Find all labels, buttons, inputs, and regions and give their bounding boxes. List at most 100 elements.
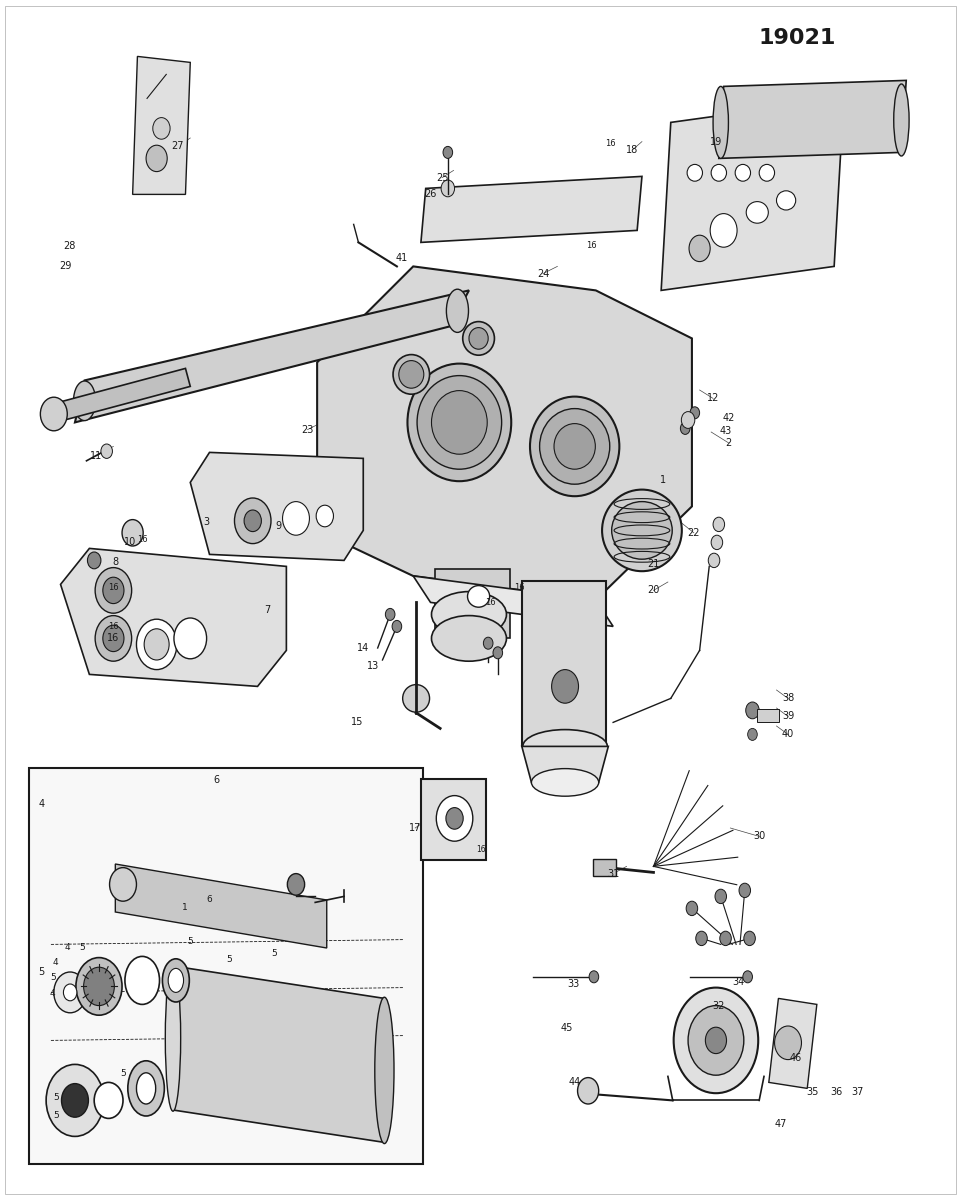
Text: 41: 41 — [396, 253, 407, 263]
Ellipse shape — [687, 164, 702, 181]
Text: 16: 16 — [604, 139, 616, 149]
Text: © Boats.net: © Boats.net — [344, 208, 386, 272]
Text: 6: 6 — [213, 775, 219, 785]
Text: 46: 46 — [790, 1054, 801, 1063]
Text: 10: 10 — [124, 538, 136, 547]
Text: 1: 1 — [660, 475, 666, 485]
Ellipse shape — [125, 956, 160, 1004]
Circle shape — [720, 931, 731, 946]
Text: 28: 28 — [63, 241, 75, 251]
Circle shape — [710, 214, 737, 247]
Circle shape — [696, 931, 707, 946]
Circle shape — [746, 702, 759, 719]
Circle shape — [708, 553, 720, 568]
Text: 21: 21 — [648, 559, 659, 569]
Polygon shape — [173, 966, 384, 1142]
Text: 26: 26 — [425, 190, 436, 199]
Bar — [593, 859, 616, 876]
Text: 8: 8 — [112, 557, 118, 566]
Circle shape — [122, 520, 143, 546]
Circle shape — [552, 670, 579, 703]
Ellipse shape — [165, 965, 181, 1111]
Circle shape — [136, 619, 177, 670]
Text: 7: 7 — [264, 605, 270, 614]
Polygon shape — [61, 548, 286, 686]
Text: 11: 11 — [90, 451, 102, 461]
Text: 23: 23 — [302, 425, 313, 434]
Ellipse shape — [612, 502, 673, 559]
Circle shape — [144, 629, 169, 660]
Circle shape — [705, 1027, 727, 1054]
Text: 13: 13 — [367, 661, 379, 671]
Text: © Boats.net: © Boats.net — [825, 628, 867, 692]
Ellipse shape — [531, 768, 599, 797]
Circle shape — [711, 535, 723, 550]
Bar — [757, 709, 779, 722]
Text: 40: 40 — [782, 730, 794, 739]
Circle shape — [95, 568, 132, 613]
Polygon shape — [719, 80, 906, 158]
Ellipse shape — [168, 968, 184, 992]
Circle shape — [103, 577, 124, 604]
Circle shape — [316, 505, 333, 527]
Text: 44: 44 — [569, 1078, 580, 1087]
Text: 5: 5 — [120, 1069, 126, 1079]
Text: 47: 47 — [775, 1120, 786, 1129]
Text: 16: 16 — [108, 583, 119, 593]
Ellipse shape — [73, 382, 96, 420]
Text: 5: 5 — [50, 973, 56, 983]
Text: 4: 4 — [38, 799, 44, 809]
Circle shape — [743, 971, 752, 983]
Circle shape — [744, 931, 755, 946]
Text: 25: 25 — [435, 173, 449, 182]
Text: 45: 45 — [561, 1024, 573, 1033]
Ellipse shape — [128, 1061, 164, 1116]
Circle shape — [103, 625, 124, 652]
Text: 5: 5 — [271, 949, 277, 959]
Text: 9: 9 — [276, 521, 282, 530]
Polygon shape — [413, 576, 613, 626]
Ellipse shape — [94, 1082, 123, 1118]
Text: 22: 22 — [687, 528, 701, 538]
Circle shape — [62, 1084, 88, 1117]
Ellipse shape — [162, 959, 189, 1002]
Text: 1: 1 — [182, 902, 187, 912]
Circle shape — [110, 868, 136, 901]
Circle shape — [84, 967, 114, 1006]
Text: © Boats.net: © Boats.net — [344, 628, 386, 692]
Ellipse shape — [468, 586, 490, 607]
Text: © Boats.net: © Boats.net — [584, 208, 627, 272]
Text: 16: 16 — [136, 535, 148, 545]
Text: 24: 24 — [537, 269, 549, 278]
Text: 5: 5 — [80, 943, 86, 953]
Polygon shape — [190, 452, 363, 560]
Circle shape — [385, 608, 395, 620]
Circle shape — [775, 1026, 801, 1060]
Ellipse shape — [407, 364, 511, 481]
Ellipse shape — [735, 164, 751, 181]
Ellipse shape — [431, 391, 487, 454]
Circle shape — [95, 616, 132, 661]
Ellipse shape — [375, 997, 394, 1144]
Ellipse shape — [540, 408, 610, 484]
Text: 5: 5 — [53, 1093, 59, 1103]
Text: 16: 16 — [585, 241, 597, 251]
Text: 5: 5 — [38, 967, 44, 977]
Ellipse shape — [554, 424, 596, 469]
Text: 37: 37 — [851, 1087, 863, 1097]
Text: 36: 36 — [830, 1087, 842, 1097]
Text: 5: 5 — [226, 955, 232, 965]
Circle shape — [681, 412, 695, 428]
Polygon shape — [661, 98, 844, 290]
Circle shape — [689, 235, 710, 262]
Circle shape — [174, 618, 207, 659]
Ellipse shape — [431, 592, 506, 637]
Ellipse shape — [894, 84, 909, 156]
Circle shape — [680, 422, 690, 434]
Circle shape — [713, 517, 725, 532]
Ellipse shape — [399, 361, 424, 389]
Circle shape — [40, 397, 67, 431]
Ellipse shape — [446, 289, 469, 332]
Text: 16: 16 — [108, 622, 119, 631]
Text: 16: 16 — [484, 598, 496, 607]
